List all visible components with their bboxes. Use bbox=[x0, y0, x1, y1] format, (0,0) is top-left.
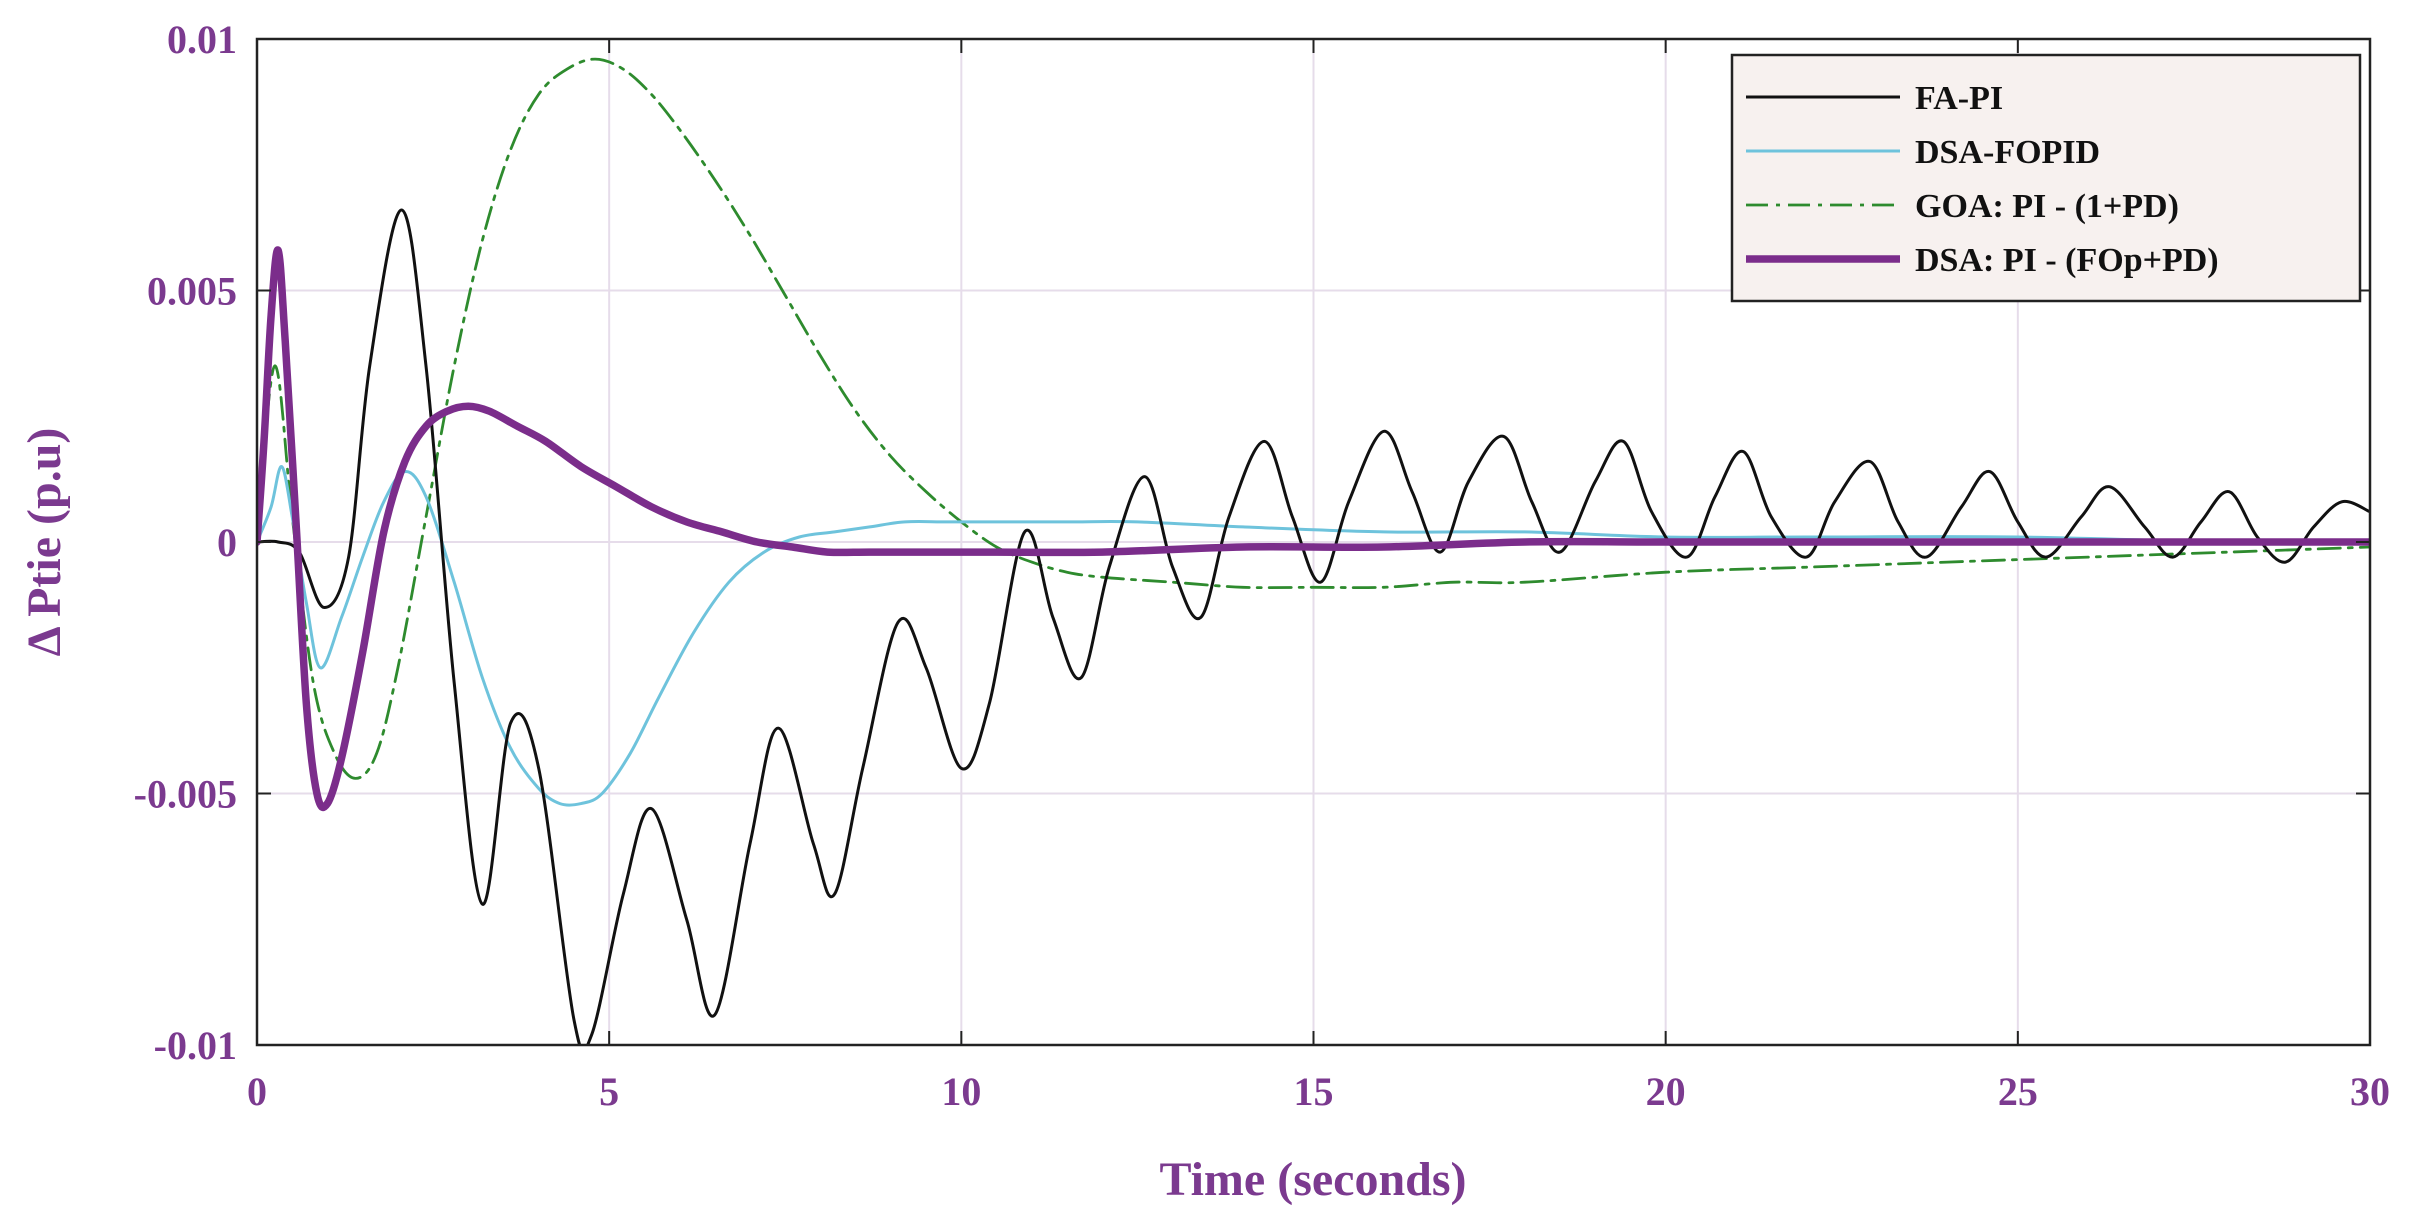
series-line-goa-pi-1-pd bbox=[257, 57, 2370, 780]
series-layer bbox=[257, 57, 2370, 1045]
x-tick-label: 0 bbox=[247, 1069, 267, 1114]
series-line-dsa-fopid bbox=[257, 465, 2370, 807]
x-tick-label: 20 bbox=[1646, 1069, 1686, 1114]
y-tick-label: -0.01 bbox=[154, 1023, 237, 1068]
x-tick-label: 5 bbox=[599, 1069, 619, 1114]
x-tick-label: 30 bbox=[2350, 1069, 2390, 1114]
legend: FA-PI DSA-FOPID GOA: PI - (1+PD) DSA: PI - … bbox=[1730, 53, 2362, 303]
series-line-fa-pi bbox=[257, 208, 2370, 1045]
x-tick-label: 25 bbox=[1998, 1069, 2038, 1114]
y-axis-title: Δ Ptie (p.u) bbox=[18, 428, 71, 657]
x-axis-title: Time (seconds) bbox=[1159, 1153, 1466, 1206]
x-tick-labels: 0 5 10 15 20 25 30 bbox=[247, 1069, 2390, 1114]
y-tick-labels: 0.01 0.005 0 -0.005 -0.01 bbox=[134, 17, 237, 1068]
y-tick-label: 0 bbox=[217, 520, 237, 565]
y-tick-label: 0.005 bbox=[147, 269, 237, 314]
x-tick-label: 10 bbox=[941, 1069, 981, 1114]
y-tick-label: 0.01 bbox=[167, 17, 237, 62]
legend-label: GOA: PI - (1+PD) bbox=[1915, 188, 2179, 225]
y-tick-label: -0.005 bbox=[134, 772, 237, 817]
legend-label: DSA: PI - (FOp+PD) bbox=[1915, 242, 2219, 279]
x-tick-label: 15 bbox=[1294, 1069, 1334, 1114]
legend-label: DSA-FOPID bbox=[1915, 134, 2100, 171]
legend-label: FA-PI bbox=[1915, 80, 2003, 117]
series-line-dsa-pi-fop-pd bbox=[257, 246, 2370, 812]
